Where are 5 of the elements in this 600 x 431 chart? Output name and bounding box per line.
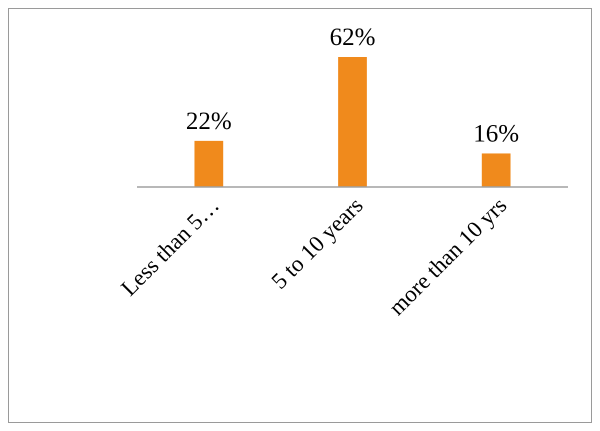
data-label: 62% bbox=[330, 24, 376, 51]
data-label: 16% bbox=[473, 120, 520, 148]
x-tick-label: Less than 5… bbox=[116, 192, 224, 301]
data-label: 22% bbox=[186, 108, 232, 135]
x-tick-label: more than 10 yrs bbox=[384, 192, 512, 320]
